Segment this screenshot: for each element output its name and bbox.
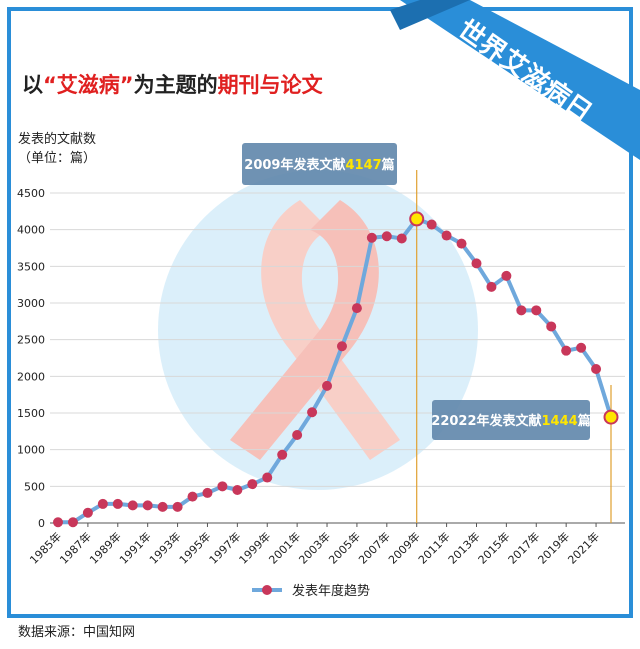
marker xyxy=(591,364,602,374)
marker xyxy=(456,238,467,249)
annotation-part: 篇 xyxy=(577,413,591,429)
legend-marker xyxy=(262,585,272,595)
annotation: 22022年发表文献1444篇 xyxy=(431,413,590,429)
marker xyxy=(187,491,198,502)
marker xyxy=(262,472,273,483)
marker xyxy=(202,487,213,498)
marker xyxy=(232,485,243,495)
marker xyxy=(426,219,437,230)
marker xyxy=(97,498,108,509)
annotation-part: 22022年发表文献 xyxy=(431,413,541,429)
y-tick-label: 2500 xyxy=(17,334,45,347)
y-tick-label: 1500 xyxy=(17,407,45,420)
marker xyxy=(292,430,303,440)
marker xyxy=(409,211,425,227)
y-tick-label: 1000 xyxy=(17,444,45,457)
ribbon-decoration xyxy=(158,170,478,490)
y-tick-label: 500 xyxy=(24,480,45,493)
marker xyxy=(53,517,63,528)
marker xyxy=(501,270,512,281)
marker xyxy=(576,342,587,353)
title-part: 为主题的 xyxy=(134,73,218,97)
annotation-part: 篇 xyxy=(381,157,395,173)
marker xyxy=(217,481,228,492)
marker xyxy=(127,500,138,511)
annotation-part: 4147 xyxy=(345,158,381,173)
marker xyxy=(157,501,168,512)
marker xyxy=(381,231,392,242)
y-axis-label: （单位：篇） xyxy=(18,151,96,166)
marker xyxy=(531,305,542,316)
marker xyxy=(336,341,347,352)
marker xyxy=(67,517,78,528)
marker xyxy=(516,305,527,316)
marker xyxy=(351,303,362,314)
y-tick-label: 0 xyxy=(38,517,45,530)
marker xyxy=(172,501,183,512)
marker xyxy=(486,281,497,292)
marker xyxy=(322,380,333,391)
annotation-box xyxy=(432,400,590,440)
marker xyxy=(603,409,619,425)
marker xyxy=(441,230,452,241)
marker xyxy=(396,233,407,244)
y-tick-label: 3000 xyxy=(17,297,45,310)
title-part: 以 xyxy=(22,73,43,97)
marker xyxy=(366,232,377,243)
y-tick-label: 4000 xyxy=(17,224,45,237)
marker xyxy=(247,479,258,490)
marker xyxy=(112,498,123,509)
annotation: 2009年发表文献4147篇 xyxy=(244,157,394,173)
legend-label: 发表年度趋势 xyxy=(292,583,370,599)
marker xyxy=(277,449,288,460)
annotation-box xyxy=(242,143,397,185)
marker xyxy=(561,345,572,356)
marker xyxy=(307,407,318,418)
annotation-part: 2009年发表文献 xyxy=(244,157,345,173)
marker xyxy=(82,507,93,518)
title-part: 期刊与论文 xyxy=(218,73,324,97)
marker xyxy=(471,258,482,269)
chart-title: 以“艾滋病”为主题的期刊与论文 xyxy=(22,73,324,97)
y-tick-label: 3500 xyxy=(17,260,45,273)
y-tick-label: 2000 xyxy=(17,370,45,383)
marker xyxy=(142,500,153,511)
title-part: “艾滋病” xyxy=(43,73,134,97)
y-axis-label: 发表的文献数 xyxy=(18,131,96,147)
y-tick-label: 4500 xyxy=(17,187,45,200)
marker xyxy=(546,321,557,332)
annotation-part: 1444 xyxy=(542,414,578,429)
source: 数据来源：中国知网 xyxy=(18,624,135,640)
